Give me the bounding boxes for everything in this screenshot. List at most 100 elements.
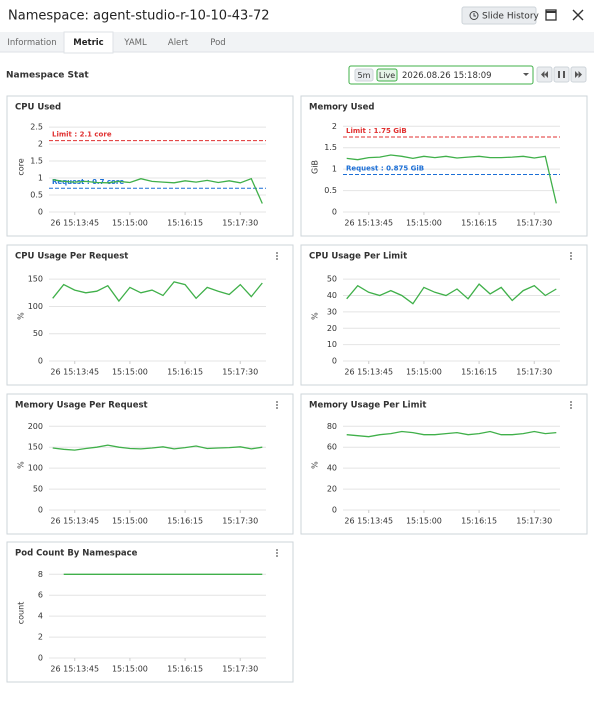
y-axis-label: core <box>17 158 26 175</box>
data-line <box>346 430 557 438</box>
x-tick-label: 15:15:00 <box>406 368 442 377</box>
range-label: 5m <box>358 71 371 80</box>
x-tick-label: 15:17:30 <box>222 219 258 228</box>
x-tick-label: 15:16:15 <box>167 368 203 377</box>
reference-label: Limit : 2.1 core <box>52 131 112 139</box>
live-badge[interactable] <box>376 68 398 82</box>
pause-button[interactable] <box>553 66 570 83</box>
y-tick-label: 1.5 <box>30 157 43 166</box>
y-tick-label: 20 <box>327 324 337 333</box>
menu-dot[interactable] <box>570 407 572 409</box>
x-tick-label: 15:17:30 <box>222 517 258 526</box>
menu-dot[interactable] <box>276 401 278 403</box>
data-line <box>52 444 263 451</box>
chart-panel <box>6 95 294 237</box>
menu-dot[interactable] <box>276 252 278 254</box>
y-tick-label: 4 <box>38 612 43 621</box>
chart-title: Memory Usage Per Limit <box>309 401 426 411</box>
y-tick-label: 40 <box>327 291 337 300</box>
x-tick-label: 26 15:13:45 <box>50 517 99 526</box>
x-tick-label: 15:15:00 <box>406 219 442 228</box>
y-tick-label: 0 <box>38 208 43 217</box>
pause-icon <box>558 71 565 78</box>
x-tick-label: 26 15:13:45 <box>50 665 99 674</box>
menu-dot[interactable] <box>570 258 572 260</box>
tab-label[interactable]: YAML <box>123 38 147 48</box>
chart-title: CPU Usage Per Request <box>15 252 128 262</box>
dropdown-caret[interactable] <box>523 73 529 76</box>
chart-title: Memory Used <box>309 103 374 113</box>
data-line <box>52 281 263 303</box>
menu-dot[interactable] <box>276 255 278 257</box>
y-tick-label: 150 <box>28 443 43 452</box>
chart-panel <box>6 244 294 386</box>
chart-panel <box>300 393 588 535</box>
y-axis-label: % <box>17 312 26 320</box>
y-tick-label: 30 <box>327 307 337 316</box>
menu-dot[interactable] <box>570 252 572 254</box>
x-tick-label: 15:17:30 <box>516 219 552 228</box>
tab-label[interactable]: Alert <box>168 38 189 48</box>
y-tick-label: 0 <box>332 357 337 366</box>
data-line <box>52 177 263 204</box>
reference-label: Request : 0.875 GiB <box>346 165 424 173</box>
active-tab <box>63 31 114 54</box>
y-axis-label: % <box>311 312 320 320</box>
y-tick-label: 200 <box>28 422 43 431</box>
x-tick-label: 26 15:13:45 <box>50 368 99 377</box>
x-tick-label: 15:17:30 <box>516 517 552 526</box>
x-tick-label: 15:16:15 <box>167 517 203 526</box>
y-tick-label: 100 <box>28 464 43 473</box>
y-tick-label: 50 <box>327 275 337 284</box>
y-tick-label: 0.5 <box>324 186 337 195</box>
menu-dot[interactable] <box>276 552 278 554</box>
chart-panel <box>300 244 588 386</box>
reference-label: Limit : 1.75 GiB <box>346 127 407 135</box>
clock-icon <box>469 11 479 20</box>
slide-history-label: Slide History <box>482 12 540 22</box>
section-title: Namespace Stat <box>6 71 89 81</box>
tab-bar <box>0 32 594 52</box>
x-tick-label: 26 15:13:45 <box>344 517 393 526</box>
menu-dot[interactable] <box>276 258 278 260</box>
y-tick-label: 20 <box>327 485 337 494</box>
y-tick-label: 2 <box>332 122 337 131</box>
x-tick-label: 15:17:30 <box>222 665 258 674</box>
data-line <box>346 154 557 204</box>
x-tick-label: 15:16:15 <box>461 517 497 526</box>
x-tick-label: 15:15:00 <box>406 517 442 526</box>
tab-label[interactable]: Pod <box>210 38 225 48</box>
x-tick-label: 26 15:13:45 <box>344 368 393 377</box>
menu-dot[interactable] <box>276 407 278 409</box>
menu-dot[interactable] <box>276 555 278 557</box>
y-tick-label: 0 <box>332 208 337 217</box>
y-tick-label: 0 <box>38 654 43 663</box>
menu-dot[interactable] <box>276 404 278 406</box>
clock-hands <box>473 13 476 17</box>
y-axis-label: % <box>17 461 26 469</box>
chart-title: CPU Usage Per Limit <box>309 252 407 262</box>
tab-label[interactable]: Information <box>7 38 56 48</box>
range-badge[interactable] <box>354 68 374 82</box>
menu-dot[interactable] <box>570 404 572 406</box>
x-tick-label: 15:16:15 <box>167 665 203 674</box>
y-tick-label: 10 <box>327 340 337 349</box>
x-tick-label: 15:17:30 <box>516 368 552 377</box>
tab-label[interactable]: Metric <box>73 38 103 48</box>
y-tick-label: 1.5 <box>324 143 337 152</box>
menu-dot[interactable] <box>276 549 278 551</box>
y-tick-label: 50 <box>33 329 43 338</box>
y-axis-label: % <box>311 461 320 469</box>
y-tick-label: 80 <box>327 422 337 431</box>
menu-dot[interactable] <box>570 255 572 257</box>
x-tick-label: 15:16:15 <box>461 219 497 228</box>
chart-panel <box>6 541 294 683</box>
y-tick-label: 2 <box>38 633 43 642</box>
maximize-button[interactable] <box>545 9 557 21</box>
slide-history-button[interactable] <box>461 6 537 25</box>
y-tick-label: 2.5 <box>30 123 43 132</box>
menu-dot[interactable] <box>570 401 572 403</box>
x-tick-label: 26 15:13:45 <box>50 219 99 228</box>
close-button[interactable] <box>572 9 584 21</box>
